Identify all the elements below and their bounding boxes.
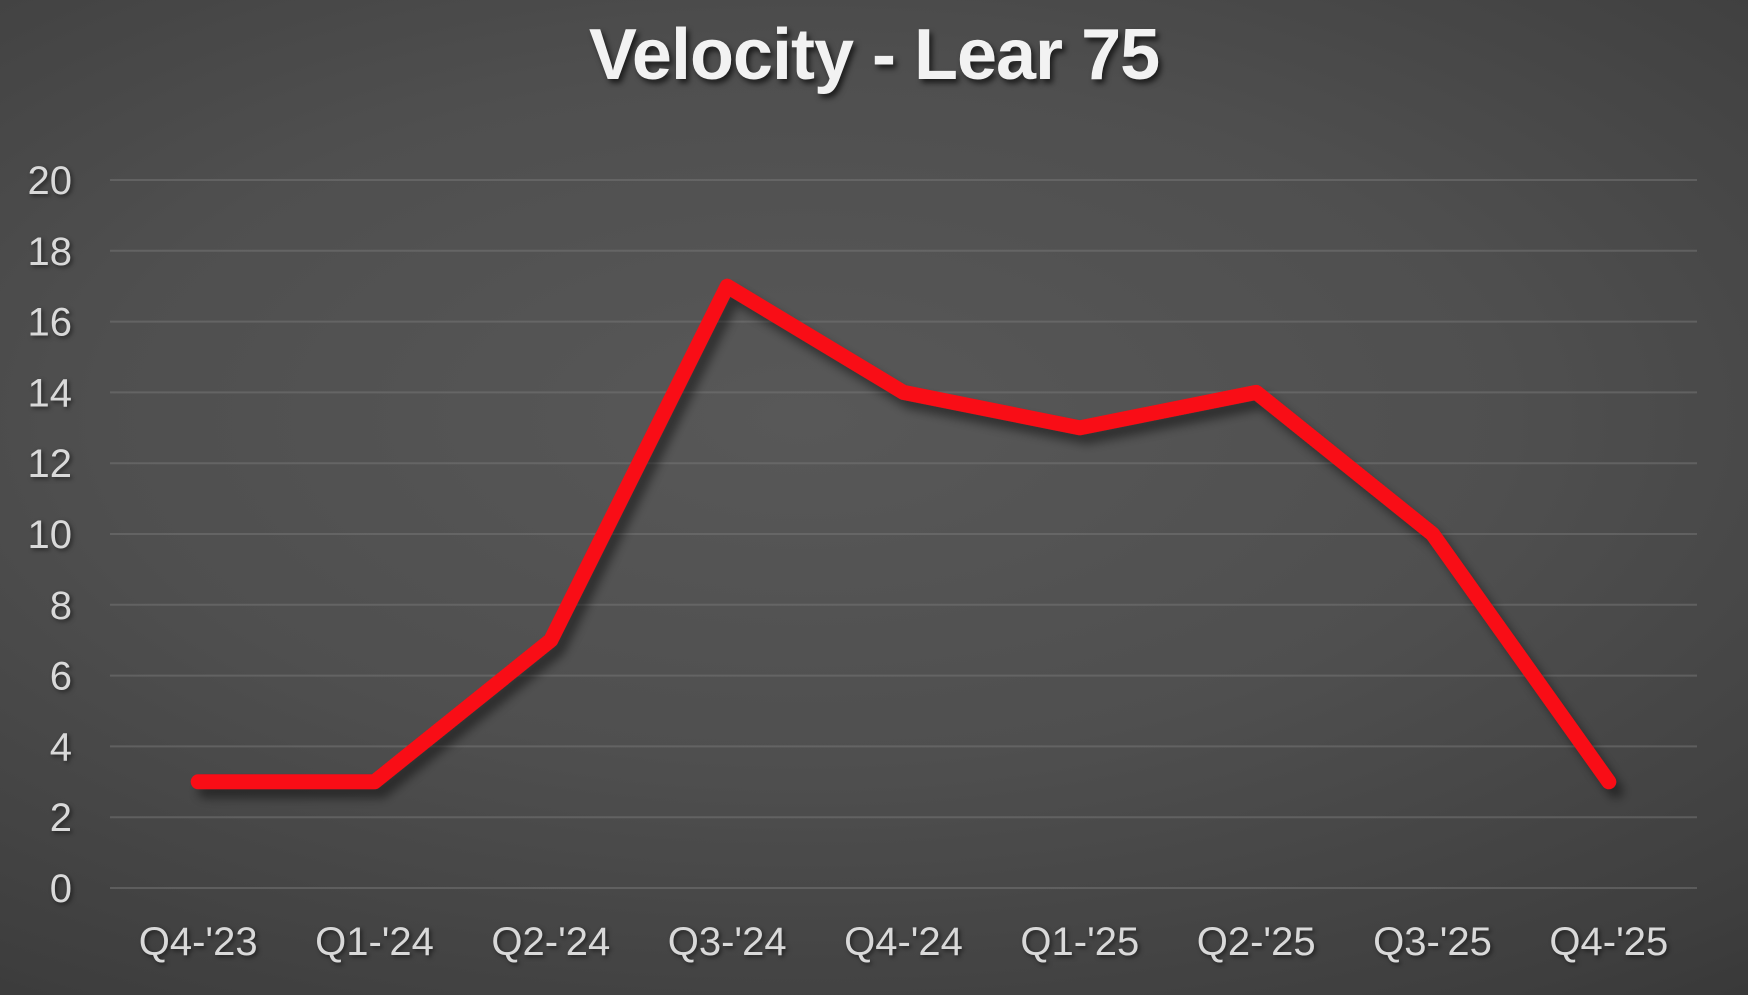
y-tick-label: 2 (50, 796, 72, 840)
y-tick-label: 14 (28, 371, 73, 415)
y-tick-label: 12 (28, 442, 73, 486)
x-tick-label: Q2-'24 (491, 920, 610, 964)
x-axis-labels: Q4-'23 Q1-'24 Q2-'24 Q3-'24 Q4-'24 Q1-'25 Q2-'… (139, 920, 1668, 964)
x-tick-label: Q4-'25 (1549, 920, 1668, 964)
series-group (190, 278, 1617, 790)
velocity-line (190, 278, 1617, 790)
chart-title: Velocity - Lear 75 (588, 15, 1160, 95)
y-tick-label: 4 (50, 725, 72, 769)
y-tick-label: 6 (50, 655, 72, 699)
y-axis-labels: 0 2 4 6 8 10 12 14 16 18 20 (28, 159, 73, 911)
gridlines (110, 179, 1697, 889)
y-tick-label: 20 (28, 159, 73, 203)
x-tick-label: Q4-'24 (844, 920, 963, 964)
x-tick-label: Q3-'25 (1373, 920, 1492, 964)
x-tick-label: Q1-'25 (1020, 920, 1139, 964)
x-tick-label: Q1-'24 (315, 920, 434, 964)
y-tick-label: 0 (50, 867, 72, 911)
y-tick-label: 16 (28, 301, 73, 345)
y-tick-label: 10 (28, 513, 73, 557)
x-tick-label: Q3-'24 (668, 920, 787, 964)
x-tick-label: Q4-'23 (139, 920, 258, 964)
y-tick-label: 8 (50, 584, 72, 628)
y-tick-label: 18 (28, 230, 73, 274)
x-tick-label: Q2-'25 (1197, 920, 1316, 964)
